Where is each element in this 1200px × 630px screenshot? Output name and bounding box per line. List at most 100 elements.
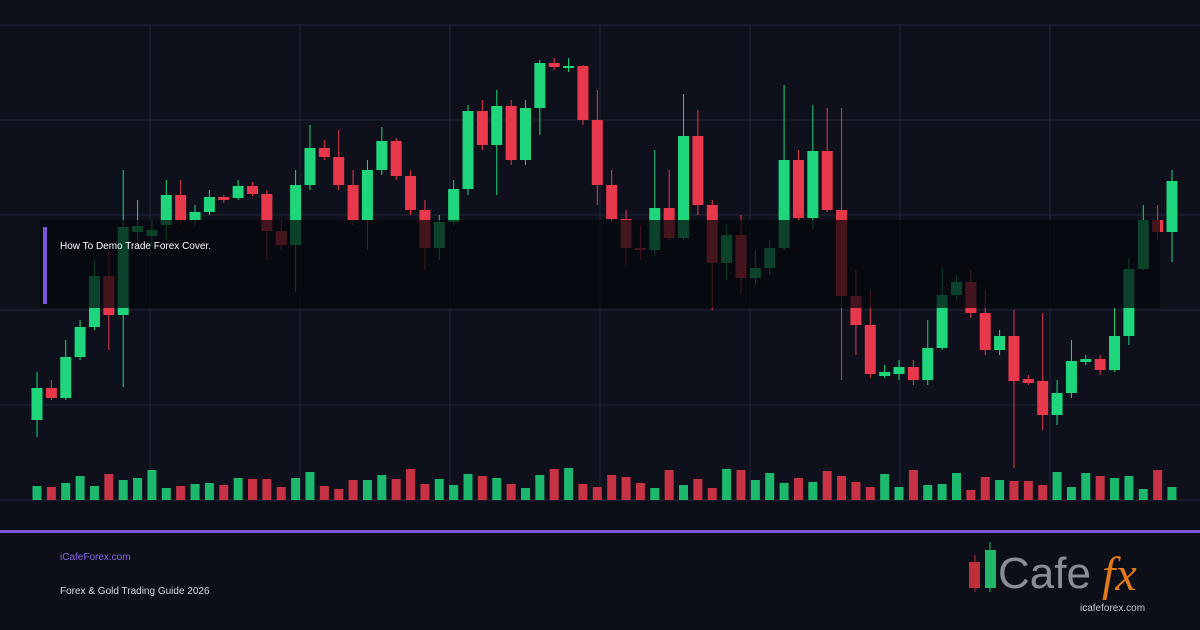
candle-body xyxy=(979,313,991,350)
candle-body xyxy=(405,176,417,210)
volume-bar xyxy=(635,483,645,500)
volume-bar xyxy=(118,480,128,500)
volume-bar xyxy=(1138,489,1148,500)
volume-bar xyxy=(679,485,689,500)
candle-body xyxy=(31,388,43,420)
volume-bar xyxy=(1153,470,1163,500)
candle-body xyxy=(778,160,790,248)
volume-bar xyxy=(1038,485,1048,500)
volume-bar xyxy=(693,479,703,500)
volume-bar xyxy=(1124,476,1134,500)
logo-word: Cafe xyxy=(998,549,1091,598)
candle-body xyxy=(189,212,201,220)
volume-bar xyxy=(262,479,272,500)
logo: Cafe fx icafeforex.com xyxy=(969,542,1145,614)
candle-body xyxy=(1109,336,1121,370)
volume-bar xyxy=(908,470,918,500)
volume-bar xyxy=(377,475,387,500)
divider xyxy=(0,530,1200,533)
volume-bar xyxy=(578,484,588,500)
volume-bar xyxy=(664,470,674,500)
volume-bar xyxy=(420,484,430,500)
candle-body xyxy=(361,170,373,220)
candle-body xyxy=(390,141,402,176)
candle-body xyxy=(203,197,215,212)
volume-bar xyxy=(305,472,315,500)
candle-body xyxy=(232,186,244,198)
volume-bar xyxy=(248,479,258,500)
volume-bar xyxy=(607,475,617,500)
volume-bar xyxy=(348,480,358,500)
candle-body xyxy=(936,295,948,348)
volume-bar xyxy=(319,486,329,500)
volume-bar xyxy=(966,490,976,500)
volume-bar xyxy=(621,477,631,500)
candle-body xyxy=(218,197,230,200)
overlay-title: How To Demo Trade Forex Cover. xyxy=(60,241,211,252)
candle-body xyxy=(1008,336,1020,381)
candle-body xyxy=(577,66,589,120)
volume-bar xyxy=(1081,473,1091,500)
title-overlay: How To Demo Trade Forex Cover. xyxy=(40,220,1160,308)
accent-bar xyxy=(43,227,47,304)
volume-bar xyxy=(32,486,42,500)
candle-body xyxy=(1051,393,1063,415)
volume-bar xyxy=(463,474,473,500)
volume-bar xyxy=(334,489,344,500)
volume-bar xyxy=(276,487,286,500)
candle-body xyxy=(821,151,833,210)
volume-bar xyxy=(520,488,530,500)
candle-body xyxy=(1022,379,1034,383)
volume-bar xyxy=(46,487,56,500)
volume-bar xyxy=(506,484,516,500)
volume-bar xyxy=(880,474,890,500)
candle-body xyxy=(534,63,546,108)
volume-bar xyxy=(477,476,487,500)
volume-bar xyxy=(822,471,832,500)
candle-body xyxy=(850,296,862,325)
candle-body xyxy=(692,136,704,205)
candle-body xyxy=(864,325,876,374)
candle-body xyxy=(290,185,302,245)
candle-body xyxy=(261,194,273,231)
volume-bar xyxy=(362,480,372,500)
candle-body xyxy=(922,348,934,380)
candle-body xyxy=(462,111,474,189)
logo-candle xyxy=(985,550,996,588)
volume-bar xyxy=(750,480,760,500)
candle-body xyxy=(1080,359,1092,362)
volume-bar xyxy=(147,470,157,500)
candle-body xyxy=(74,327,86,357)
volume-bar xyxy=(722,469,732,500)
volume-bar xyxy=(535,475,545,500)
volume-bar xyxy=(204,483,214,500)
candle-body xyxy=(304,148,316,185)
volume-bar xyxy=(89,486,99,500)
volume-bar xyxy=(1066,487,1076,500)
candle-body xyxy=(60,357,72,398)
volume-bar xyxy=(176,486,186,500)
volume-bar xyxy=(865,487,875,500)
volume-bar xyxy=(923,485,933,500)
overlay-band xyxy=(40,220,1160,308)
candle-body xyxy=(678,136,690,238)
volume-bar xyxy=(75,476,85,500)
candle-body xyxy=(907,367,919,380)
candle-body xyxy=(1094,359,1106,370)
candle-body xyxy=(792,160,804,218)
candle-body xyxy=(1037,381,1049,415)
volume-bar xyxy=(406,469,416,500)
candle-body xyxy=(160,195,172,225)
candle-body xyxy=(994,336,1006,350)
volume-bar xyxy=(492,478,502,500)
candle-body xyxy=(247,186,259,194)
volume-bar xyxy=(765,473,775,500)
footer-band xyxy=(0,502,1200,630)
candle-body xyxy=(879,372,891,376)
volume-bar xyxy=(1167,487,1177,500)
volume-bar xyxy=(449,485,459,500)
volume-bar xyxy=(1023,481,1033,500)
candle-body xyxy=(333,157,345,185)
volume-bar xyxy=(779,483,789,500)
